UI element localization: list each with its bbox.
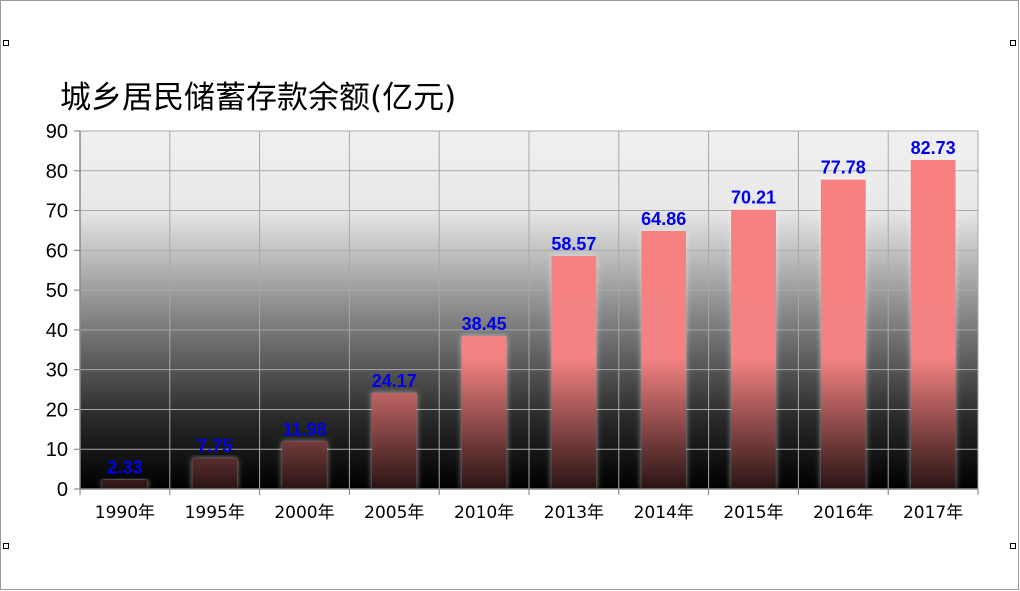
x-tick-label: 2017年	[903, 503, 963, 523]
bars	[102, 159, 956, 489]
bar-value-label: 70.21	[731, 188, 776, 208]
bar-value-label: 11.98	[282, 419, 326, 439]
y-tick-label: 90	[46, 121, 68, 143]
bar	[910, 159, 956, 489]
x-tick-label: 2015年	[723, 503, 783, 523]
x-tick-label: 2005年	[364, 503, 424, 523]
bar-value-label: 24.17	[372, 371, 417, 391]
bar-value-label: 38.45	[462, 314, 507, 334]
resize-handle-bottom-right[interactable]	[1010, 543, 1016, 549]
x-tick-label: 1995年	[185, 503, 245, 523]
bar	[641, 231, 687, 489]
y-tick-label: 20	[46, 399, 68, 421]
bar	[551, 256, 597, 489]
data-labels: 2.33 7.75 11.98 24.17 38.45 58.57 64.86 70.21 77…	[107, 138, 955, 478]
bar	[282, 441, 327, 489]
bar	[371, 392, 417, 489]
y-tick-label: 40	[46, 320, 68, 342]
bar	[731, 209, 776, 489]
x-tick-label: 2016年	[813, 503, 873, 523]
y-tick-label: 10	[46, 439, 68, 461]
y-tick-label: 30	[46, 360, 68, 382]
bar	[461, 336, 507, 489]
bar-value-label: 82.73	[911, 138, 956, 158]
bar	[820, 179, 866, 489]
bar	[192, 458, 238, 489]
y-tick-label: 70	[46, 201, 68, 223]
x-tick-label: 2000年	[274, 503, 334, 523]
x-tick-label: 2010年	[454, 503, 514, 523]
bar-value-label: 7.75	[197, 436, 232, 456]
resize-handle-top-right[interactable]	[1010, 40, 1016, 46]
bar	[102, 479, 148, 489]
bar-value-label: 58.57	[551, 234, 596, 254]
resize-handle-top-left[interactable]	[3, 40, 9, 46]
x-tick-label: 1990年	[95, 503, 155, 523]
resize-handle-bottom-left[interactable]	[3, 543, 9, 549]
y-tick-label: 0	[57, 479, 68, 501]
y-tick-label: 60	[46, 240, 68, 262]
chart-title: 城乡居民储蓄存款余额(亿元)	[60, 80, 456, 116]
y-tick-label: 80	[46, 161, 68, 183]
bar-value-label: 64.86	[641, 209, 686, 229]
x-tick-label: 2013年	[544, 503, 604, 523]
x-tick-label: 2014年	[634, 503, 694, 523]
axes: 0 10 20 30 40 50 60 70 80 90 1990年 1995年 2000年 2005年 2…	[46, 121, 979, 523]
bar-value-label: 77.78	[821, 158, 866, 178]
y-tick-label: 50	[46, 280, 68, 302]
bar-value-label: 2.33	[107, 458, 142, 478]
